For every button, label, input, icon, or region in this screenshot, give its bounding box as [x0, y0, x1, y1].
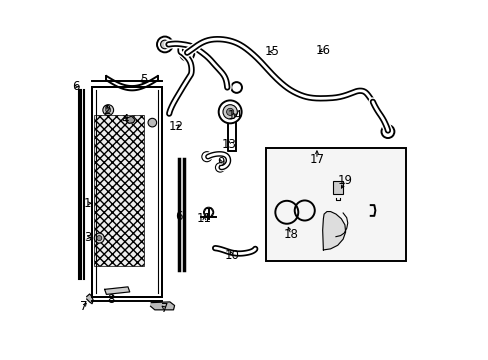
- Circle shape: [203, 207, 213, 217]
- Circle shape: [215, 163, 224, 172]
- Circle shape: [218, 100, 241, 123]
- Circle shape: [183, 50, 190, 57]
- Polygon shape: [150, 302, 174, 310]
- Polygon shape: [86, 294, 93, 304]
- Circle shape: [180, 46, 194, 60]
- Circle shape: [223, 105, 237, 119]
- Polygon shape: [322, 212, 345, 250]
- Text: 15: 15: [264, 45, 279, 58]
- Circle shape: [148, 118, 156, 127]
- Circle shape: [226, 108, 233, 116]
- Circle shape: [160, 40, 169, 49]
- Text: 9: 9: [217, 156, 224, 169]
- Circle shape: [97, 235, 102, 240]
- Bar: [265, 148, 405, 261]
- Circle shape: [94, 233, 104, 243]
- Text: 19: 19: [337, 174, 352, 187]
- Text: 2: 2: [102, 104, 110, 117]
- Text: 7: 7: [80, 300, 87, 313]
- Text: 13: 13: [222, 138, 236, 151]
- Text: 11: 11: [197, 212, 211, 225]
- Bar: [92, 87, 162, 297]
- Text: 4: 4: [122, 113, 129, 126]
- Text: 6: 6: [175, 210, 183, 223]
- Circle shape: [202, 152, 211, 162]
- Bar: [228, 121, 236, 151]
- Text: 18: 18: [283, 228, 298, 241]
- Circle shape: [157, 37, 172, 52]
- Bar: [94, 115, 144, 266]
- Circle shape: [231, 82, 242, 93]
- Text: 14: 14: [227, 109, 243, 122]
- Text: 3: 3: [83, 231, 91, 244]
- Bar: [333, 181, 343, 194]
- Text: 17: 17: [309, 153, 324, 166]
- Polygon shape: [126, 116, 135, 123]
- Text: 5: 5: [140, 73, 147, 86]
- Text: 6: 6: [72, 80, 80, 93]
- Circle shape: [105, 108, 110, 113]
- Text: 7: 7: [161, 302, 168, 315]
- Text: 8: 8: [107, 293, 115, 306]
- Text: 16: 16: [315, 44, 329, 57]
- Circle shape: [102, 105, 113, 116]
- Text: 12: 12: [168, 121, 183, 134]
- Polygon shape: [104, 287, 129, 294]
- Text: 1: 1: [83, 197, 91, 210]
- Circle shape: [381, 125, 394, 138]
- Text: 10: 10: [224, 249, 239, 262]
